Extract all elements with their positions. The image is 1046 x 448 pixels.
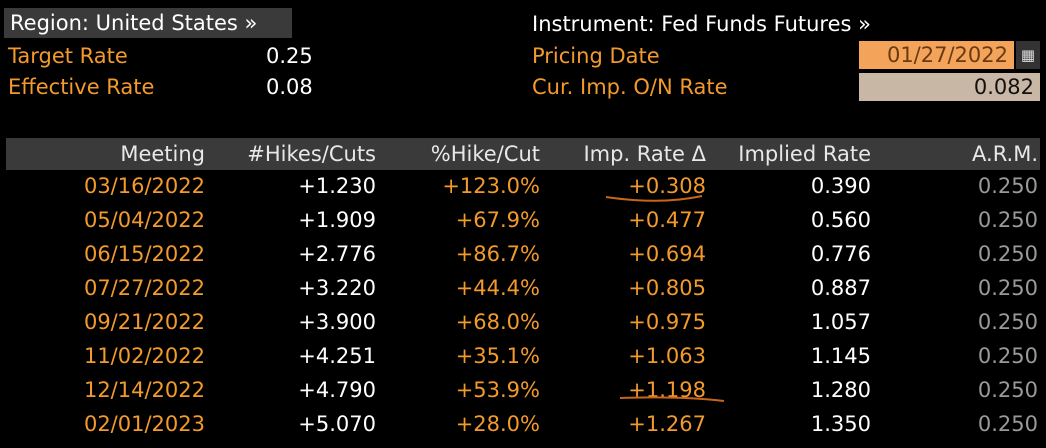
target-rate-label: Target Rate [8,44,128,68]
table-cell-implied: 0.560 [810,208,871,232]
table-cell-arm: 0.250 [977,242,1038,266]
table-cell-hikes: +1.230 [298,174,376,198]
table-cell-implied: 0.887 [810,276,871,300]
column-header[interactable]: Implied Rate [738,142,871,166]
table-cell-implied: 1.280 [810,378,871,402]
table-row[interactable]: 12/14/2022 +4.790 +53.9% +1.198 1.280 0.250 [6,374,1040,408]
region-selector[interactable]: Region: United States » [4,8,292,38]
cur-rate-label: Cur. Imp. O/N Rate [532,75,728,99]
table-cell-implied: 1.350 [810,412,871,436]
table-cell-implied: 0.776 [810,242,871,266]
pricing-date-label: Pricing Date [532,44,660,68]
column-header[interactable]: %Hike/Cut [430,142,540,166]
table-cell-delta: +0.805 [628,276,706,300]
cur-rate-field[interactable]: 0.082 [859,73,1040,101]
calendar-icon[interactable]: ▦ [1016,41,1040,69]
effective-rate-label: Effective Rate [8,75,155,99]
table-cell-delta: +0.477 [628,208,706,232]
table-cell-hikes: +4.251 [298,344,376,368]
table-cell-hikes: +3.220 [298,276,376,300]
table-cell-meeting: 02/01/2023 [83,412,205,436]
table-cell-delta: +1.267 [628,412,706,436]
effective-rate-value: 0.08 [266,75,313,99]
table-cell-meeting: 03/16/2022 [83,174,205,198]
table-row[interactable]: 05/04/2022 +1.909 +67.9% +0.477 0.560 0.250 [6,204,1040,238]
table-cell-delta: +0.694 [628,242,706,266]
table-cell-arm: 0.250 [977,310,1038,334]
table-cell-pct: +68.0% [455,310,540,334]
table-cell-pct: +35.1% [455,344,540,368]
table-row[interactable]: 03/16/2022 +1.230 +123.0% +0.308 0.390 0.250 [6,170,1040,204]
table-cell-delta: +1.198 [628,378,706,402]
table-cell-implied: 1.145 [810,344,871,368]
table-row[interactable]: 06/15/2022 +2.776 +86.7% +0.694 0.776 0.250 [6,238,1040,272]
table-cell-pct: +53.9% [455,378,540,402]
table-cell-arm: 0.250 [977,208,1038,232]
table-cell-meeting: 09/21/2022 [83,310,205,334]
column-header[interactable]: #Hikes/Cuts [247,142,376,166]
table-cell-arm: 0.250 [977,276,1038,300]
table-cell-meeting: 05/04/2022 [83,208,205,232]
table-cell-implied: 1.057 [810,310,871,334]
target-rate-value: 0.25 [266,44,313,68]
table-cell-hikes: +4.790 [298,378,376,402]
table-cell-pct: +67.9% [455,208,540,232]
table-cell-hikes: +3.900 [298,310,376,334]
table-header: Meeting #Hikes/Cuts %Hike/Cut Imp. Rate … [6,138,1040,170]
table-cell-delta: +0.308 [628,174,706,198]
table-cell-meeting: 06/15/2022 [83,242,205,266]
column-header[interactable]: Meeting [120,142,205,166]
instrument-selector[interactable]: Instrument: Fed Funds Futures » [532,12,871,36]
table-cell-delta: +1.063 [628,344,706,368]
table-cell-pct: +123.0% [442,174,540,198]
table-row[interactable]: 07/27/2022 +3.220 +44.4% +0.805 0.887 0.250 [6,272,1040,306]
table-cell-arm: 0.250 [977,174,1038,198]
table-cell-delta: +0.975 [628,310,706,334]
pricing-date-field[interactable]: 01/27/2022 [859,41,1014,69]
table-cell-meeting: 07/27/2022 [83,276,205,300]
table-cell-pct: +44.4% [455,276,540,300]
table-cell-hikes: +5.070 [298,412,376,436]
table-cell-pct: +86.7% [455,242,540,266]
table-cell-arm: 0.250 [977,412,1038,436]
table-cell-hikes: +1.909 [298,208,376,232]
table-cell-meeting: 12/14/2022 [83,378,205,402]
table-row[interactable]: 11/02/2022 +4.251 +35.1% +1.063 1.145 0.250 [6,340,1040,374]
table-cell-arm: 0.250 [977,344,1038,368]
table-cell-pct: +28.0% [455,412,540,436]
table-cell-arm: 0.250 [977,378,1038,402]
table-row[interactable]: 09/21/2022 +3.900 +68.0% +0.975 1.057 0.250 [6,306,1040,340]
table-cell-meeting: 11/02/2022 [83,344,205,368]
column-header[interactable]: Imp. Rate Δ [583,142,706,166]
meetings-table: Meeting #Hikes/Cuts %Hike/Cut Imp. Rate … [6,138,1040,442]
table-cell-hikes: +2.776 [298,242,376,266]
header-panel: Region: United States » Target Rate 0.25… [0,0,1046,120]
column-header[interactable]: A.R.M. [972,142,1038,166]
table-body: 03/16/2022 +1.230 +123.0% +0.308 0.390 0.250 0… [6,170,1040,442]
table-cell-implied: 0.390 [810,174,871,198]
table-row[interactable]: 02/01/2023 +5.070 +28.0% +1.267 1.350 0.250 [6,408,1040,442]
